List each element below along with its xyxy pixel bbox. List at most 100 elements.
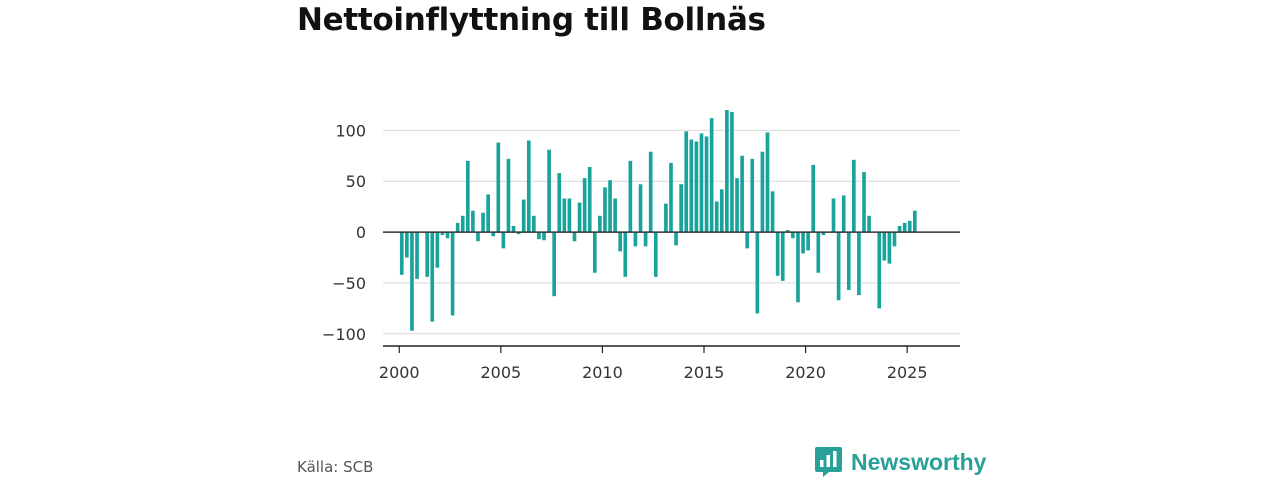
bar bbox=[867, 215, 871, 233]
bar bbox=[704, 136, 709, 233]
bar bbox=[882, 232, 887, 261]
bar bbox=[648, 151, 653, 233]
bar bbox=[415, 232, 419, 279]
bar bbox=[719, 189, 724, 233]
bar bbox=[562, 198, 567, 233]
bar bbox=[821, 232, 826, 236]
bar bbox=[780, 232, 785, 281]
source-note: Källa: SCB bbox=[297, 458, 374, 476]
bar bbox=[699, 133, 704, 233]
x-tick-label: 2010 bbox=[582, 363, 623, 382]
bar bbox=[755, 232, 760, 314]
bar bbox=[572, 232, 577, 242]
x-tick-label: 2020 bbox=[785, 363, 826, 382]
bar bbox=[709, 118, 714, 233]
bar bbox=[750, 158, 755, 233]
bar bbox=[552, 232, 556, 297]
bar bbox=[684, 131, 689, 233]
bar bbox=[669, 162, 673, 233]
bar bbox=[745, 232, 750, 249]
bar bbox=[557, 173, 562, 233]
bar bbox=[775, 232, 780, 276]
bar bbox=[770, 191, 775, 233]
bar bbox=[811, 164, 816, 233]
bar bbox=[628, 160, 633, 233]
bar bbox=[455, 222, 460, 233]
brand-name: Newsworthy bbox=[851, 448, 987, 475]
bar bbox=[877, 232, 882, 309]
bar bbox=[511, 225, 516, 233]
y-tick-label: −50 bbox=[332, 274, 366, 293]
bar bbox=[537, 232, 541, 240]
bar bbox=[679, 184, 683, 233]
bar bbox=[582, 178, 587, 233]
bar bbox=[653, 232, 658, 277]
bar bbox=[476, 232, 480, 242]
bar bbox=[425, 232, 430, 277]
bar bbox=[613, 198, 617, 233]
bar bbox=[735, 178, 739, 233]
bar bbox=[765, 132, 770, 233]
bar bbox=[481, 212, 485, 233]
bar bbox=[831, 198, 836, 233]
bar bbox=[547, 149, 551, 233]
x-axis: 2000 2005 2010 2015 2020 2025 bbox=[379, 346, 928, 382]
x-tick-label: 2015 bbox=[684, 363, 725, 382]
bar-chart-logo-icon bbox=[815, 447, 842, 477]
bar bbox=[516, 232, 521, 235]
bar bbox=[714, 201, 719, 233]
x-tick-label: 2025 bbox=[887, 363, 928, 382]
y-tick-label: 0 bbox=[356, 223, 366, 242]
bar bbox=[897, 225, 902, 233]
y-axis: 100 50 0 −50 −100 bbox=[322, 121, 366, 343]
bar bbox=[907, 220, 912, 233]
bar bbox=[496, 142, 501, 233]
bar bbox=[445, 232, 450, 239]
bar bbox=[486, 194, 490, 233]
bar bbox=[577, 202, 582, 233]
bar bbox=[796, 232, 800, 303]
bar bbox=[471, 210, 475, 233]
bar bbox=[521, 199, 526, 233]
bar bbox=[405, 232, 409, 258]
bar bbox=[857, 232, 861, 296]
bar bbox=[542, 232, 546, 241]
bar bbox=[532, 215, 536, 233]
bar bbox=[633, 232, 638, 247]
bar bbox=[623, 232, 628, 277]
bar bbox=[567, 198, 572, 233]
bar bbox=[430, 232, 435, 322]
bar bbox=[450, 232, 455, 316]
bar bbox=[912, 210, 917, 233]
x-tick-label: 2005 bbox=[480, 363, 521, 382]
bar bbox=[892, 232, 897, 247]
bar bbox=[638, 184, 643, 233]
bar bbox=[740, 155, 744, 233]
bar bbox=[862, 172, 866, 233]
x-tick-label: 2000 bbox=[379, 363, 420, 382]
bar bbox=[598, 215, 602, 233]
bar bbox=[526, 140, 531, 233]
bar bbox=[846, 232, 851, 291]
bar bbox=[664, 203, 668, 233]
bar bbox=[806, 232, 810, 251]
bar bbox=[618, 232, 623, 252]
y-tick-label: −100 bbox=[322, 325, 366, 344]
bar bbox=[887, 232, 892, 264]
bar bbox=[791, 232, 795, 239]
bar bbox=[785, 230, 790, 233]
bar bbox=[801, 232, 805, 254]
bars bbox=[399, 110, 917, 331]
bar bbox=[435, 232, 440, 268]
bar bbox=[643, 232, 648, 247]
bar bbox=[440, 232, 445, 236]
bar-chart: 100 50 0 −50 −100 2000 2005 2010 2015 2020 2025 bbox=[322, 110, 960, 382]
bar bbox=[694, 141, 699, 233]
bar bbox=[841, 195, 846, 233]
bar bbox=[816, 232, 821, 273]
chart-title: Nettoinflyttning till Bollnäs bbox=[297, 2, 766, 38]
bar bbox=[587, 166, 592, 233]
bar bbox=[501, 232, 506, 249]
bar bbox=[852, 159, 856, 233]
bar bbox=[603, 187, 607, 233]
